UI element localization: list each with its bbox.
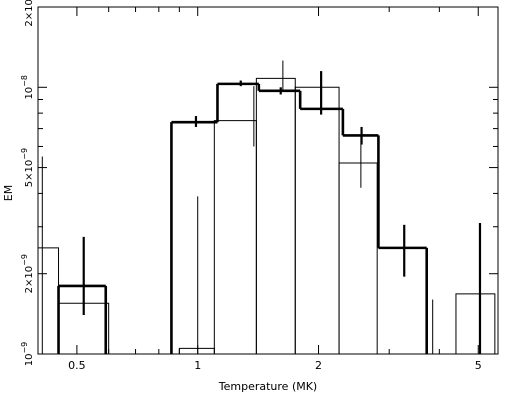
y-tick-label: 10−9 [20,342,35,367]
histogram-bin [455,293,496,354]
series-thick [57,71,482,354]
histogram-bin [178,347,215,354]
x-tick-label: 0.5 [68,359,86,372]
y-tick-label: 2×10−9 [20,254,35,293]
x-tick-label: 1 [194,359,201,372]
plot-content [37,60,496,355]
y-axis-label: EM [2,185,15,201]
histogram-bin [255,77,296,354]
tick-labels: 0.5 1 2 5 10−9 2×10−9 5×10−9 10−8 2×10−8 [20,0,482,372]
plot-frame [37,6,499,355]
y-tick-label: 2×10−8 [20,0,35,27]
x-axis-label: Temperature (MK) [218,380,317,393]
y-tick-label: 10−8 [20,75,35,100]
x-tick-label: 5 [475,359,482,372]
histogram-bin [338,162,378,354]
histogram-bin [37,247,60,354]
histogram-bin [294,86,340,354]
y-tick-label: 5×10−9 [20,148,35,187]
histogram-bin [213,120,257,354]
x-tick-label: 2 [315,359,322,372]
